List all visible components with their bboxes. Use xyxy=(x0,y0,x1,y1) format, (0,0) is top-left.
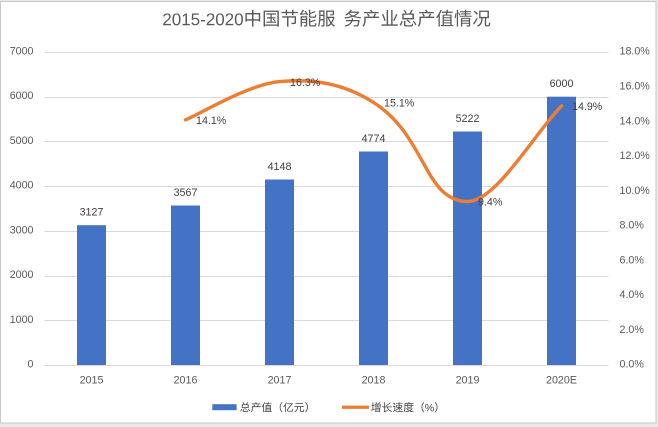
svg-text:4.0%: 4.0% xyxy=(620,289,645,301)
svg-text:7000: 7000 xyxy=(10,46,34,58)
svg-text:4000: 4000 xyxy=(10,180,34,192)
svg-text:5000: 5000 xyxy=(10,135,34,147)
svg-text:3567: 3567 xyxy=(174,187,198,199)
svg-text:16.3%: 16.3% xyxy=(290,77,321,89)
svg-text:2018: 2018 xyxy=(362,375,386,387)
svg-text:15.1%: 15.1% xyxy=(384,98,415,110)
svg-text:14.0%: 14.0% xyxy=(620,115,651,127)
svg-text:5222: 5222 xyxy=(456,113,480,125)
svg-text:4774: 4774 xyxy=(362,133,386,145)
svg-text:14.1%: 14.1% xyxy=(196,115,227,127)
svg-text:18.0%: 18.0% xyxy=(620,46,651,58)
svg-text:6.0%: 6.0% xyxy=(620,254,645,266)
svg-text:2.0%: 2.0% xyxy=(620,324,645,336)
svg-text:14.9%: 14.9% xyxy=(572,101,603,113)
svg-text:9.4%: 9.4% xyxy=(478,197,503,209)
svg-text:2000: 2000 xyxy=(10,269,34,281)
svg-text:4148: 4148 xyxy=(268,161,292,173)
svg-text:2020E: 2020E xyxy=(546,375,577,387)
svg-text:2016: 2016 xyxy=(174,375,198,387)
svg-text:0.0%: 0.0% xyxy=(620,359,645,371)
svg-text:16.0%: 16.0% xyxy=(620,81,651,93)
svg-text:2015: 2015 xyxy=(80,375,104,387)
svg-text:8.0%: 8.0% xyxy=(620,220,645,232)
svg-text:6000: 6000 xyxy=(550,78,574,90)
svg-text:1000: 1000 xyxy=(10,314,34,326)
svg-text:2019: 2019 xyxy=(456,375,480,387)
svg-text:6000: 6000 xyxy=(10,90,34,102)
svg-text:3000: 3000 xyxy=(10,224,34,236)
svg-text:2017: 2017 xyxy=(268,375,292,387)
svg-text:12.0%: 12.0% xyxy=(620,150,651,162)
svg-text:10.0%: 10.0% xyxy=(620,185,651,197)
svg-text:3127: 3127 xyxy=(80,207,104,219)
svg-text:0: 0 xyxy=(28,359,34,371)
